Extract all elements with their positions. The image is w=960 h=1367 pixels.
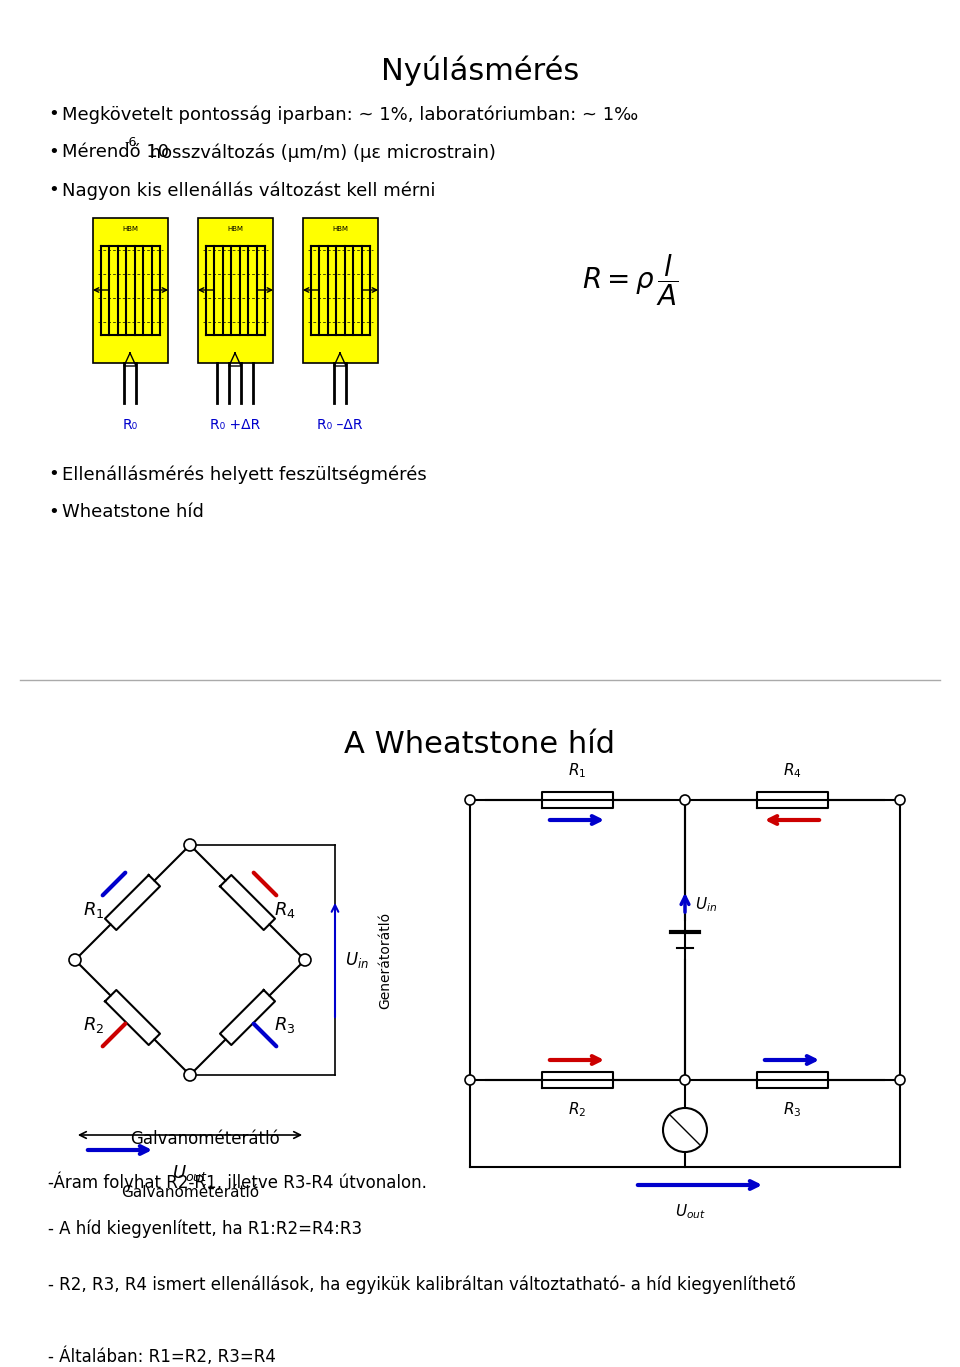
Text: R₀: R₀ bbox=[123, 418, 137, 432]
Text: $U_{in}$: $U_{in}$ bbox=[345, 950, 369, 971]
Text: $U_{out}$: $U_{out}$ bbox=[675, 1202, 706, 1221]
Text: •: • bbox=[48, 180, 59, 200]
Circle shape bbox=[465, 796, 475, 805]
Text: $R_1$: $R_1$ bbox=[568, 761, 587, 781]
Bar bbox=[198, 217, 273, 364]
Circle shape bbox=[895, 1074, 905, 1085]
Text: $R_3$: $R_3$ bbox=[782, 1100, 802, 1118]
Bar bbox=[93, 217, 168, 364]
Circle shape bbox=[465, 1074, 475, 1085]
Text: $R_2$: $R_2$ bbox=[84, 1016, 105, 1035]
Circle shape bbox=[299, 954, 311, 966]
Text: $R_4$: $R_4$ bbox=[782, 761, 802, 781]
Text: $R_3$: $R_3$ bbox=[275, 1016, 296, 1035]
Text: Galvanométerátló: Galvanométerátló bbox=[121, 1185, 259, 1200]
Text: •: • bbox=[48, 503, 59, 521]
Text: Wheatstone híd: Wheatstone híd bbox=[62, 503, 204, 521]
Text: - A híd kiegyenlített, ha R1:R2=R4:R3: - A híd kiegyenlített, ha R1:R2=R4:R3 bbox=[48, 1219, 362, 1239]
Circle shape bbox=[69, 954, 81, 966]
Circle shape bbox=[680, 1074, 690, 1085]
Text: - R2, R3, R4 ismert ellenállások, ha egyikük kalibráltan változtatható- a híd ki: - R2, R3, R4 ismert ellenállások, ha egy… bbox=[48, 1275, 796, 1293]
Text: •: • bbox=[48, 105, 59, 123]
Text: R₀ +ΔR: R₀ +ΔR bbox=[210, 418, 260, 432]
Text: $R_4$: $R_4$ bbox=[275, 899, 296, 920]
Text: R₀ –ΔR: R₀ –ΔR bbox=[317, 418, 363, 432]
Text: HBM: HBM bbox=[227, 226, 243, 232]
Bar bbox=[303, 217, 378, 364]
Text: Megkövetelt pontosság iparban: ~ 1%, laboratóriumban: ~ 1‰: Megkövetelt pontosság iparban: ~ 1%, lab… bbox=[62, 105, 638, 123]
Text: hosszváltozás (μm/m) (με microstrain): hosszváltozás (μm/m) (με microstrain) bbox=[144, 144, 496, 161]
Text: -6: -6 bbox=[124, 135, 136, 149]
Text: - Általában: R1=R2, R3=R4: - Általában: R1=R2, R3=R4 bbox=[48, 1346, 276, 1366]
Text: -Áram folyhat R2-R1, illetve R3-R4 útvonalon.: -Áram folyhat R2-R1, illetve R3-R4 útvon… bbox=[48, 1172, 427, 1192]
Text: Nyúlásmérés: Nyúlásmérés bbox=[381, 55, 579, 86]
Circle shape bbox=[184, 1069, 196, 1081]
Text: $R_2$: $R_2$ bbox=[568, 1100, 587, 1118]
Text: $U_{out}$: $U_{out}$ bbox=[172, 1163, 208, 1182]
Text: HBM: HBM bbox=[122, 226, 138, 232]
Text: Ellenállásmérés helyett feszültségmérés: Ellenállásmérés helyett feszültségmérés bbox=[62, 465, 427, 484]
Text: •: • bbox=[48, 465, 59, 483]
Text: HBM: HBM bbox=[332, 226, 348, 232]
Circle shape bbox=[663, 1109, 707, 1152]
Text: Generátorátló: Generátorátló bbox=[378, 912, 392, 1009]
Circle shape bbox=[184, 839, 196, 852]
Text: •: • bbox=[48, 144, 59, 161]
Text: $R_1$: $R_1$ bbox=[84, 899, 105, 920]
Text: $U_{in}$: $U_{in}$ bbox=[695, 895, 717, 915]
Circle shape bbox=[895, 796, 905, 805]
Text: Nagyon kis ellenállás változást kell mérni: Nagyon kis ellenállás változást kell mér… bbox=[62, 180, 436, 200]
Text: Mérendő 10: Mérendő 10 bbox=[62, 144, 169, 161]
Circle shape bbox=[680, 796, 690, 805]
Text: $R = \rho\,\dfrac{l}{A}$: $R = \rho\,\dfrac{l}{A}$ bbox=[582, 252, 678, 308]
Text: A Wheatstone híd: A Wheatstone híd bbox=[345, 730, 615, 759]
Text: Galvanométerátló: Galvanométerátló bbox=[130, 1131, 279, 1148]
